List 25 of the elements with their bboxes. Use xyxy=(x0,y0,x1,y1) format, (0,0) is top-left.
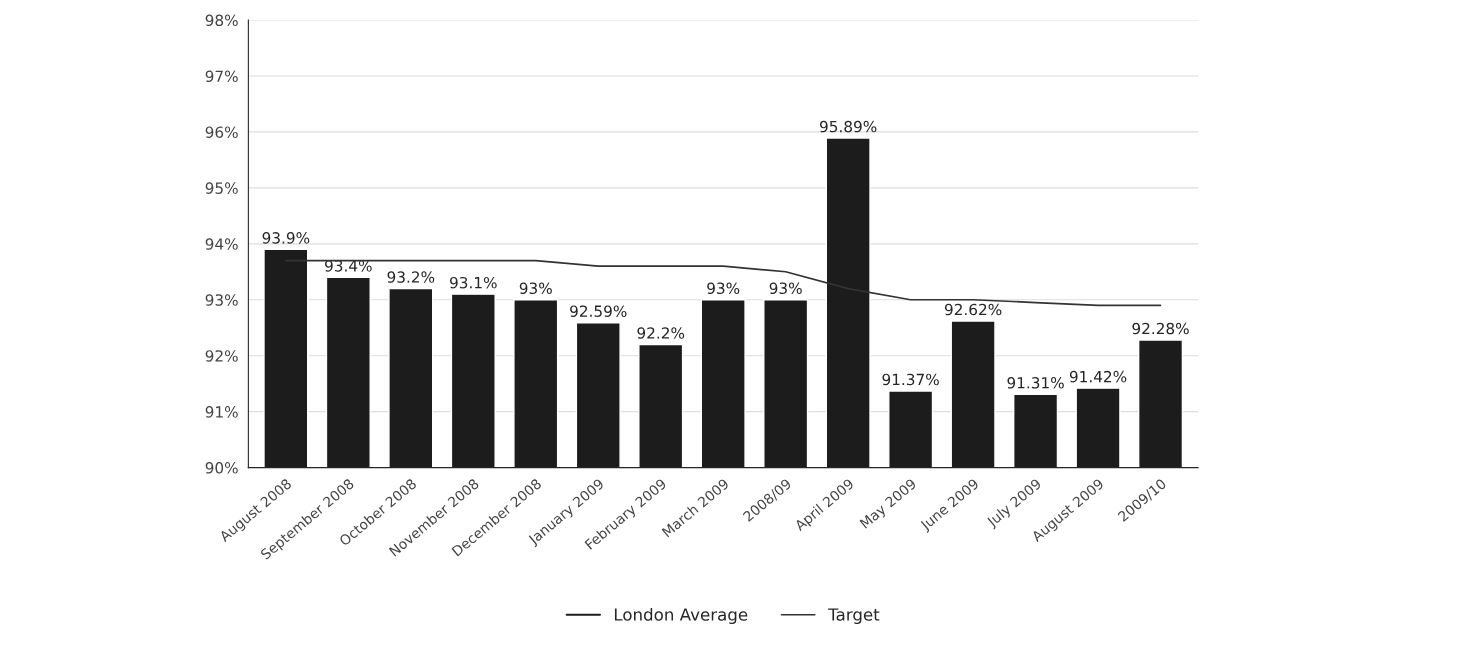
data-label: 91.37% xyxy=(882,373,939,386)
y-tick-label: 91% xyxy=(205,406,238,418)
data-label: 93% xyxy=(519,282,552,295)
data-label: 92.59% xyxy=(570,305,627,317)
legend-label: Target xyxy=(828,608,880,625)
y-tick-label: 98% xyxy=(205,14,238,27)
data-label: 92.2% xyxy=(637,327,685,339)
data-label: 91.31% xyxy=(1007,377,1064,389)
data-label: 91.42% xyxy=(1069,370,1127,383)
data-label: 93.1% xyxy=(449,276,497,289)
data-label: 93.2% xyxy=(387,271,435,283)
y-tick-label: 94% xyxy=(205,238,238,250)
y-tick-label: 92% xyxy=(205,350,238,362)
legend-label: London Average xyxy=(614,607,748,625)
data-label: 95.89% xyxy=(819,120,877,133)
data-label: 93.9% xyxy=(262,232,310,244)
data-label: 93% xyxy=(707,282,740,295)
y-tick-label: 96% xyxy=(205,126,238,138)
data-label: 93% xyxy=(769,282,802,295)
y-tick-label: 90% xyxy=(205,462,238,474)
data-label: 92.28% xyxy=(1132,322,1189,335)
y-tick-label: 95% xyxy=(205,182,238,194)
y-tick-label: 97% xyxy=(205,70,238,83)
y-tick-label: 93% xyxy=(205,294,238,306)
data-label: 92.62% xyxy=(944,303,1002,316)
